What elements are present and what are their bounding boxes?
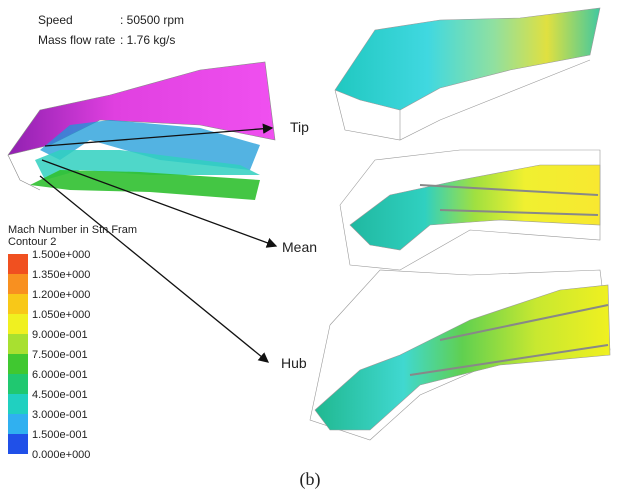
tip-render — [334, 7, 601, 141]
hub-render — [309, 269, 611, 441]
color-bar — [8, 254, 28, 454]
callout-label: Tip — [290, 119, 309, 135]
legend-label: 7.500e-001 — [32, 349, 88, 361]
flow-label: Mass flow rate — [38, 33, 116, 47]
caption: (b) — [300, 469, 321, 490]
speed-value: : 50500 rpm — [120, 13, 184, 27]
legend-label: 1.050e+000 — [32, 309, 90, 321]
legend-label: 1.350e+000 — [32, 269, 90, 281]
legend-label: 1.500e-001 — [32, 429, 88, 441]
legend-label: 0.000e+000 — [32, 449, 90, 461]
legend-subtitle: Contour 2 — [8, 236, 56, 248]
left-geometry — [7, 61, 276, 200]
speed-label: Speed — [38, 13, 73, 27]
flow-value: : 1.76 kg/s — [120, 33, 175, 47]
legend-title: Mach Number in Stn Fram — [8, 224, 137, 236]
legend-label: 1.500e+000 — [32, 249, 90, 261]
legend-label: 1.200e+000 — [32, 289, 90, 301]
callout-label: Hub — [281, 355, 307, 371]
mean-render — [339, 149, 601, 271]
legend-label: 4.500e-001 — [32, 389, 88, 401]
legend-label: 6.000e-001 — [32, 369, 88, 381]
callout-label: Mean — [282, 239, 317, 255]
legend-label: 3.000e-001 — [32, 409, 88, 421]
callout-arrows — [39, 123, 278, 363]
legend-label: 9.000e-001 — [32, 329, 88, 341]
